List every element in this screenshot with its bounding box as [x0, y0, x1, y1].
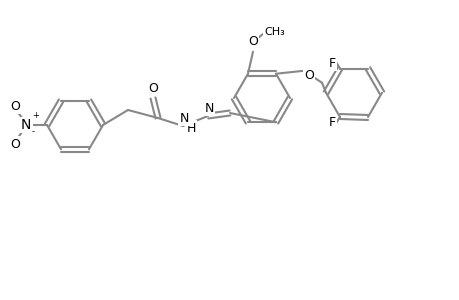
Text: O: O [10, 100, 20, 112]
Text: CH₃: CH₃ [263, 27, 284, 37]
Text: F: F [328, 116, 335, 128]
Text: N: N [179, 112, 188, 124]
Text: -: - [32, 127, 35, 136]
Text: O: O [148, 82, 157, 94]
Text: N: N [21, 118, 31, 132]
Text: +: + [32, 111, 39, 120]
Text: O: O [247, 35, 257, 48]
Text: O: O [10, 137, 20, 151]
Text: O: O [303, 69, 313, 82]
Text: F: F [328, 57, 335, 70]
Text: H: H [186, 122, 195, 134]
Text: N: N [204, 101, 213, 115]
